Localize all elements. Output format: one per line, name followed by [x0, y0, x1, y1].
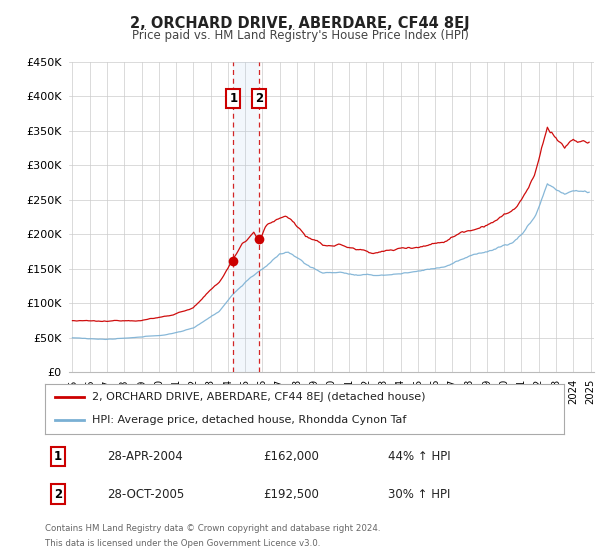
Text: 28-OCT-2005: 28-OCT-2005	[107, 488, 185, 501]
Bar	[233, 62, 259, 372]
Text: 1: 1	[54, 450, 62, 463]
Text: 2: 2	[54, 488, 62, 501]
Text: 30% ↑ HPI: 30% ↑ HPI	[388, 488, 450, 501]
Text: 1: 1	[229, 92, 238, 105]
Text: 2, ORCHARD DRIVE, ABERDARE, CF44 8EJ (detached house): 2, ORCHARD DRIVE, ABERDARE, CF44 8EJ (de…	[92, 392, 425, 402]
Text: This data is licensed under the Open Government Licence v3.0.: This data is licensed under the Open Gov…	[45, 539, 320, 548]
Text: Price paid vs. HM Land Registry's House Price Index (HPI): Price paid vs. HM Land Registry's House …	[131, 29, 469, 42]
Text: 44% ↑ HPI: 44% ↑ HPI	[388, 450, 450, 463]
Text: HPI: Average price, detached house, Rhondda Cynon Taf: HPI: Average price, detached house, Rhon…	[92, 416, 406, 426]
Text: 2, ORCHARD DRIVE, ABERDARE, CF44 8EJ: 2, ORCHARD DRIVE, ABERDARE, CF44 8EJ	[130, 16, 470, 31]
Text: £162,000: £162,000	[263, 450, 319, 463]
Text: 28-APR-2004: 28-APR-2004	[107, 450, 183, 463]
Text: 2: 2	[255, 92, 263, 105]
Text: £192,500: £192,500	[263, 488, 319, 501]
Text: Contains HM Land Registry data © Crown copyright and database right 2024.: Contains HM Land Registry data © Crown c…	[45, 524, 380, 533]
